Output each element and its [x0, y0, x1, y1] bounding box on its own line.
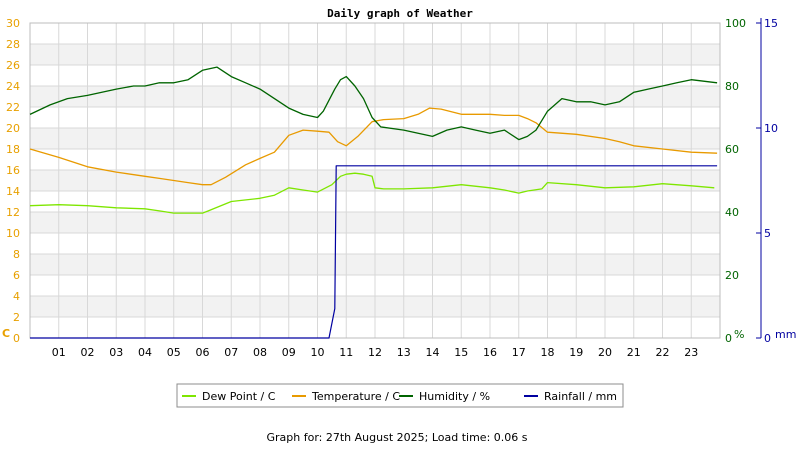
hour-tick-label: 03	[109, 346, 123, 359]
plot-grid	[29, 22, 721, 339]
rainfall-tick-label: 15	[764, 17, 778, 30]
temperature-tick-label: 26	[6, 59, 20, 72]
hour-tick-label: 01	[52, 346, 66, 359]
hour-tick-label: 05	[167, 346, 181, 359]
legend-label: Rainfall / mm	[544, 390, 617, 403]
hour-tick-label: 08	[253, 346, 267, 359]
hour-tick-label: 04	[138, 346, 152, 359]
hour-tick-label: 10	[311, 346, 325, 359]
chart-legend: Dew Point / C Temperature / C Humidity / %…	[176, 383, 624, 408]
temperature-tick-label: 12	[6, 206, 20, 219]
humidity-unit-label: %	[734, 328, 744, 341]
hour-tick-label: 18	[541, 346, 555, 359]
humidity-tick-label: 0	[725, 332, 732, 345]
humidity-tick-label: 60	[725, 143, 739, 156]
hour-tick-label: 13	[397, 346, 411, 359]
hour-tick-label: 19	[569, 346, 583, 359]
hour-tick-label: 23	[684, 346, 698, 359]
humidity-tick-label: 40	[725, 206, 739, 219]
graph-footer: Graph for: 27th August 2025; Load time: …	[267, 431, 528, 444]
chart-title: Daily graph of Weather	[327, 7, 473, 20]
hour-tick-label: 21	[627, 346, 641, 359]
temperature-tick-label: 4	[13, 290, 20, 303]
temperature-tick-label: 20	[6, 122, 20, 135]
temperature-tick-label: 2	[13, 311, 20, 324]
temperature-tick-label: 8	[13, 248, 20, 261]
hour-tick-label: 14	[426, 346, 440, 359]
humidity-tick-label: 100	[725, 17, 746, 30]
legend-label: Dew Point / C	[202, 390, 276, 403]
temperature-tick-label: 0	[13, 332, 20, 345]
temperature-tick-label: 24	[6, 80, 20, 93]
legend-label: Humidity / %	[419, 390, 490, 403]
temperature-tick-label: 28	[6, 38, 20, 51]
rainfall-unit-label: mm	[775, 328, 796, 341]
rainfall-tick-label: 5	[764, 227, 771, 240]
series-line	[29, 107, 718, 186]
plot-frame	[29, 22, 721, 339]
hour-tick-label: 02	[81, 346, 95, 359]
humidity-axis: 0 20 40 60 80 100%	[725, 17, 746, 345]
series-lines	[29, 66, 718, 339]
hour-tick-label: 06	[196, 346, 210, 359]
hour-tick-label: 22	[656, 346, 670, 359]
rainfall-axis: 0 5 10 15 mm	[756, 17, 796, 345]
temperature-tick-label: 18	[6, 143, 20, 156]
temperature-tick-label: 6	[13, 269, 20, 282]
hour-tick-label: 17	[512, 346, 526, 359]
hour-tick-label: 11	[339, 346, 353, 359]
hour-tick-label: 12	[368, 346, 382, 359]
legend-label: Temperature / C	[311, 390, 400, 403]
hour-tick-label: 09	[282, 346, 296, 359]
hour-axis: 01 02 03 04 05 06 07 08 09 10 11 12 13 14 15 16 17 18 19 20…	[52, 346, 699, 359]
temperature-tick-label: 16	[6, 164, 20, 177]
temperature-tick-label: 10	[6, 227, 20, 240]
series-line	[30, 165, 718, 339]
temperature-unit-label: C	[2, 327, 10, 340]
series-line	[29, 66, 718, 141]
hour-tick-label: 16	[483, 346, 497, 359]
hour-tick-label: 07	[224, 346, 238, 359]
rainfall-tick-label: 10	[764, 122, 778, 135]
temperature-tick-label: 22	[6, 101, 20, 114]
rainfall-tick-label: 0	[764, 332, 771, 345]
series-line	[29, 172, 715, 214]
humidity-tick-label: 80	[725, 80, 739, 93]
temperature-tick-label: 14	[6, 185, 20, 198]
hour-tick-label: 15	[454, 346, 468, 359]
hour-tick-label: 20	[598, 346, 612, 359]
temperature-tick-label: 30	[6, 17, 20, 30]
humidity-tick-label: 20	[725, 269, 739, 282]
